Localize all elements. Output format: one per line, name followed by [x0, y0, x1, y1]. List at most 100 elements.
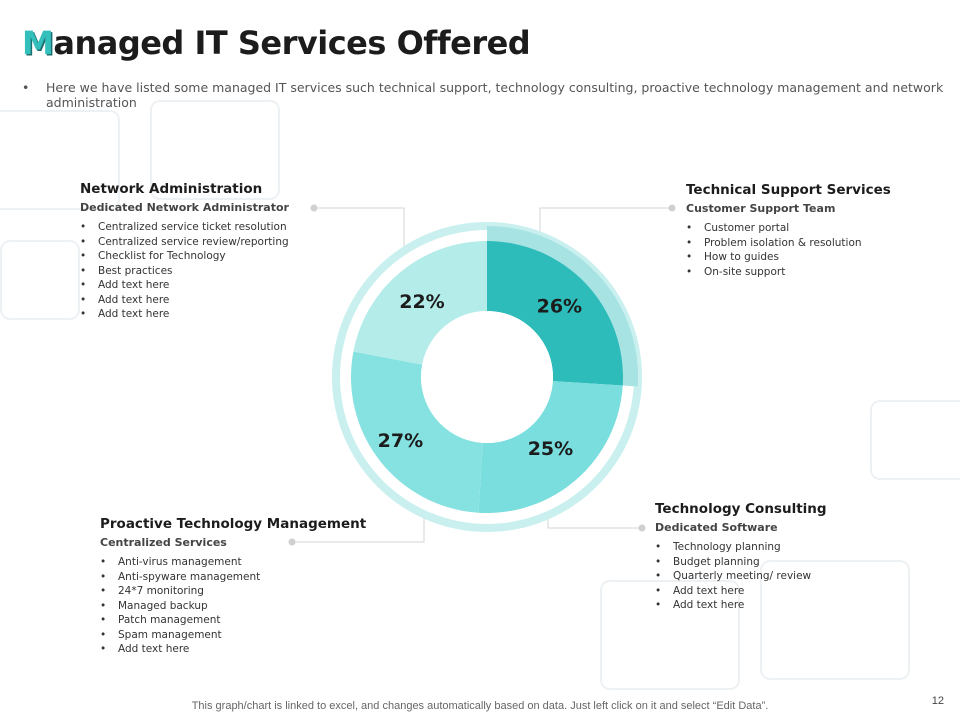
- slice-technical-support-services[interactable]: [487, 241, 623, 386]
- list-bullet: •: [686, 251, 693, 263]
- list-item-text: On-site support: [704, 265, 786, 278]
- list-item-text: Anti-virus management: [118, 556, 242, 568]
- technical-support-section: Technical Support Services Customer Supp…: [686, 182, 891, 279]
- slice-label: 26%: [537, 296, 582, 318]
- connector-dot-consulting: [638, 524, 646, 532]
- title-rest: anaged IT Services Offered: [53, 24, 531, 62]
- list-item-text: How to guides: [704, 251, 779, 263]
- list-bullet: •: [655, 570, 662, 582]
- list-item-text: Centralized service ticket resolution: [98, 221, 287, 233]
- background-puzzle-piece: [0, 110, 120, 210]
- list-item: • Anti-spyware management: [100, 570, 366, 585]
- technology-consulting-section: Technology Consulting Dedicated Software…: [655, 501, 827, 613]
- section-list: • Anti-virus management • Anti-spyware mana…: [100, 555, 366, 657]
- chart-center-hole: [421, 311, 553, 443]
- chart-slices: [351, 226, 638, 513]
- section-heading: Proactive Technology Management: [100, 516, 367, 532]
- list-item: • How to guides: [686, 250, 891, 265]
- list-bullet: •: [100, 643, 107, 655]
- list-item: • On-site support: [686, 265, 891, 280]
- list-item: • Add text here: [655, 584, 827, 599]
- list-bullet: •: [100, 628, 107, 641]
- list-bullet: •: [655, 555, 662, 568]
- list-bullet: •: [655, 584, 662, 597]
- section-subheading: Customer Support Team: [686, 202, 836, 215]
- list-item-text: Add text here: [673, 599, 745, 611]
- section-subheading: Dedicated Network Administrator: [80, 201, 289, 214]
- slice-label: 22%: [399, 291, 444, 313]
- background-puzzle-piece: [760, 560, 910, 680]
- list-item: • Patch management: [100, 613, 366, 628]
- list-item-text: Problem isolation & resolution: [704, 236, 862, 249]
- section-list: • Centralized service ticket resolution • C…: [80, 220, 289, 322]
- list-item: • Budget planning: [655, 555, 827, 570]
- slice-technology-consulting[interactable]: [478, 381, 623, 513]
- list-item-text: Add text here: [673, 584, 745, 597]
- list-item: • Spam management: [100, 628, 366, 643]
- slice-network-administration[interactable]: [353, 241, 487, 365]
- background-puzzle-piece: [150, 100, 280, 200]
- page-title: Managed IT Services Offered: [22, 24, 531, 62]
- list-item-text: Patch management: [118, 614, 221, 626]
- list-bullet: •: [686, 236, 693, 249]
- title-first-letter: M: [22, 24, 54, 62]
- list-item-text: Managed backup: [118, 599, 208, 612]
- list-bullet: •: [686, 222, 693, 234]
- section-heading: Network Administration: [80, 181, 263, 197]
- list-bullet: •: [80, 308, 87, 320]
- list-item-text: Add text here: [118, 643, 190, 655]
- list-item-text: Budget planning: [673, 555, 760, 568]
- list-item-text: Add text here: [98, 293, 170, 306]
- list-bullet: •: [655, 599, 662, 611]
- list-item: • Add text here: [80, 293, 289, 308]
- list-item: • Technology planning: [655, 540, 827, 555]
- background-puzzle-piece: [0, 240, 80, 320]
- list-bullet: •: [100, 556, 107, 568]
- chart-data-labels: 26% 25% 27% 22%: [378, 291, 582, 460]
- list-item-text: Checklist for Technology: [98, 250, 226, 262]
- list-item: • Add text here: [80, 278, 289, 293]
- section-list: • Technology planning • Budget planning • Qua…: [655, 540, 827, 613]
- list-bullet: •: [80, 264, 87, 277]
- list-bullet: •: [80, 235, 87, 248]
- list-item: • Best practices: [80, 264, 289, 279]
- list-bullet: •: [80, 293, 87, 306]
- slice-highlight-band: [487, 226, 638, 387]
- slice-label: 25%: [528, 438, 573, 460]
- list-bullet: •: [80, 221, 87, 233]
- section-list: • Customer portal • Problem isolation & res…: [686, 221, 891, 279]
- background-puzzle-piece: [600, 580, 740, 690]
- list-item-text: Add text here: [98, 308, 170, 320]
- list-item: • Problem isolation & resolution: [686, 236, 891, 251]
- list-item-text: Add text here: [98, 279, 170, 291]
- list-item: • Anti-virus management: [100, 555, 366, 570]
- list-bullet: •: [80, 279, 87, 291]
- list-bullet: •: [100, 585, 107, 597]
- list-item-text: Quarterly meeting/ review: [673, 570, 812, 582]
- section-heading: Technical Support Services: [686, 182, 891, 198]
- list-bullet: •: [655, 541, 662, 553]
- section-subheading: Centralized Services: [100, 536, 227, 549]
- list-bullet: •: [100, 599, 107, 612]
- list-item-text: Spam management: [118, 628, 222, 641]
- list-item-text: Anti-spyware management: [118, 570, 261, 583]
- list-item: • Add text here: [80, 307, 289, 322]
- list-item: • Customer portal: [686, 221, 891, 236]
- intro-bullet: •: [22, 80, 30, 95]
- list-item: • Checklist for Technology: [80, 249, 289, 264]
- list-item: • Centralized service ticket resolution: [80, 220, 289, 235]
- connector-dot-support: [668, 204, 676, 212]
- list-item-text: 24*7 monitoring: [118, 585, 204, 597]
- section-subheading: Dedicated Software: [655, 521, 778, 534]
- list-bullet: •: [80, 250, 87, 262]
- list-item: • Centralized service review/reporting: [80, 235, 289, 250]
- list-bullet: •: [100, 614, 107, 626]
- slice-label: 27%: [378, 430, 423, 452]
- list-bullet: •: [100, 570, 107, 583]
- list-item: • Add text here: [655, 598, 827, 613]
- list-item-text: Best practices: [98, 264, 173, 277]
- connector-dot-proactive: [288, 538, 296, 546]
- proactive-technology-section: Proactive Technology Management Centrali…: [100, 516, 366, 657]
- slice-proactive-technology-management[interactable]: [351, 351, 483, 513]
